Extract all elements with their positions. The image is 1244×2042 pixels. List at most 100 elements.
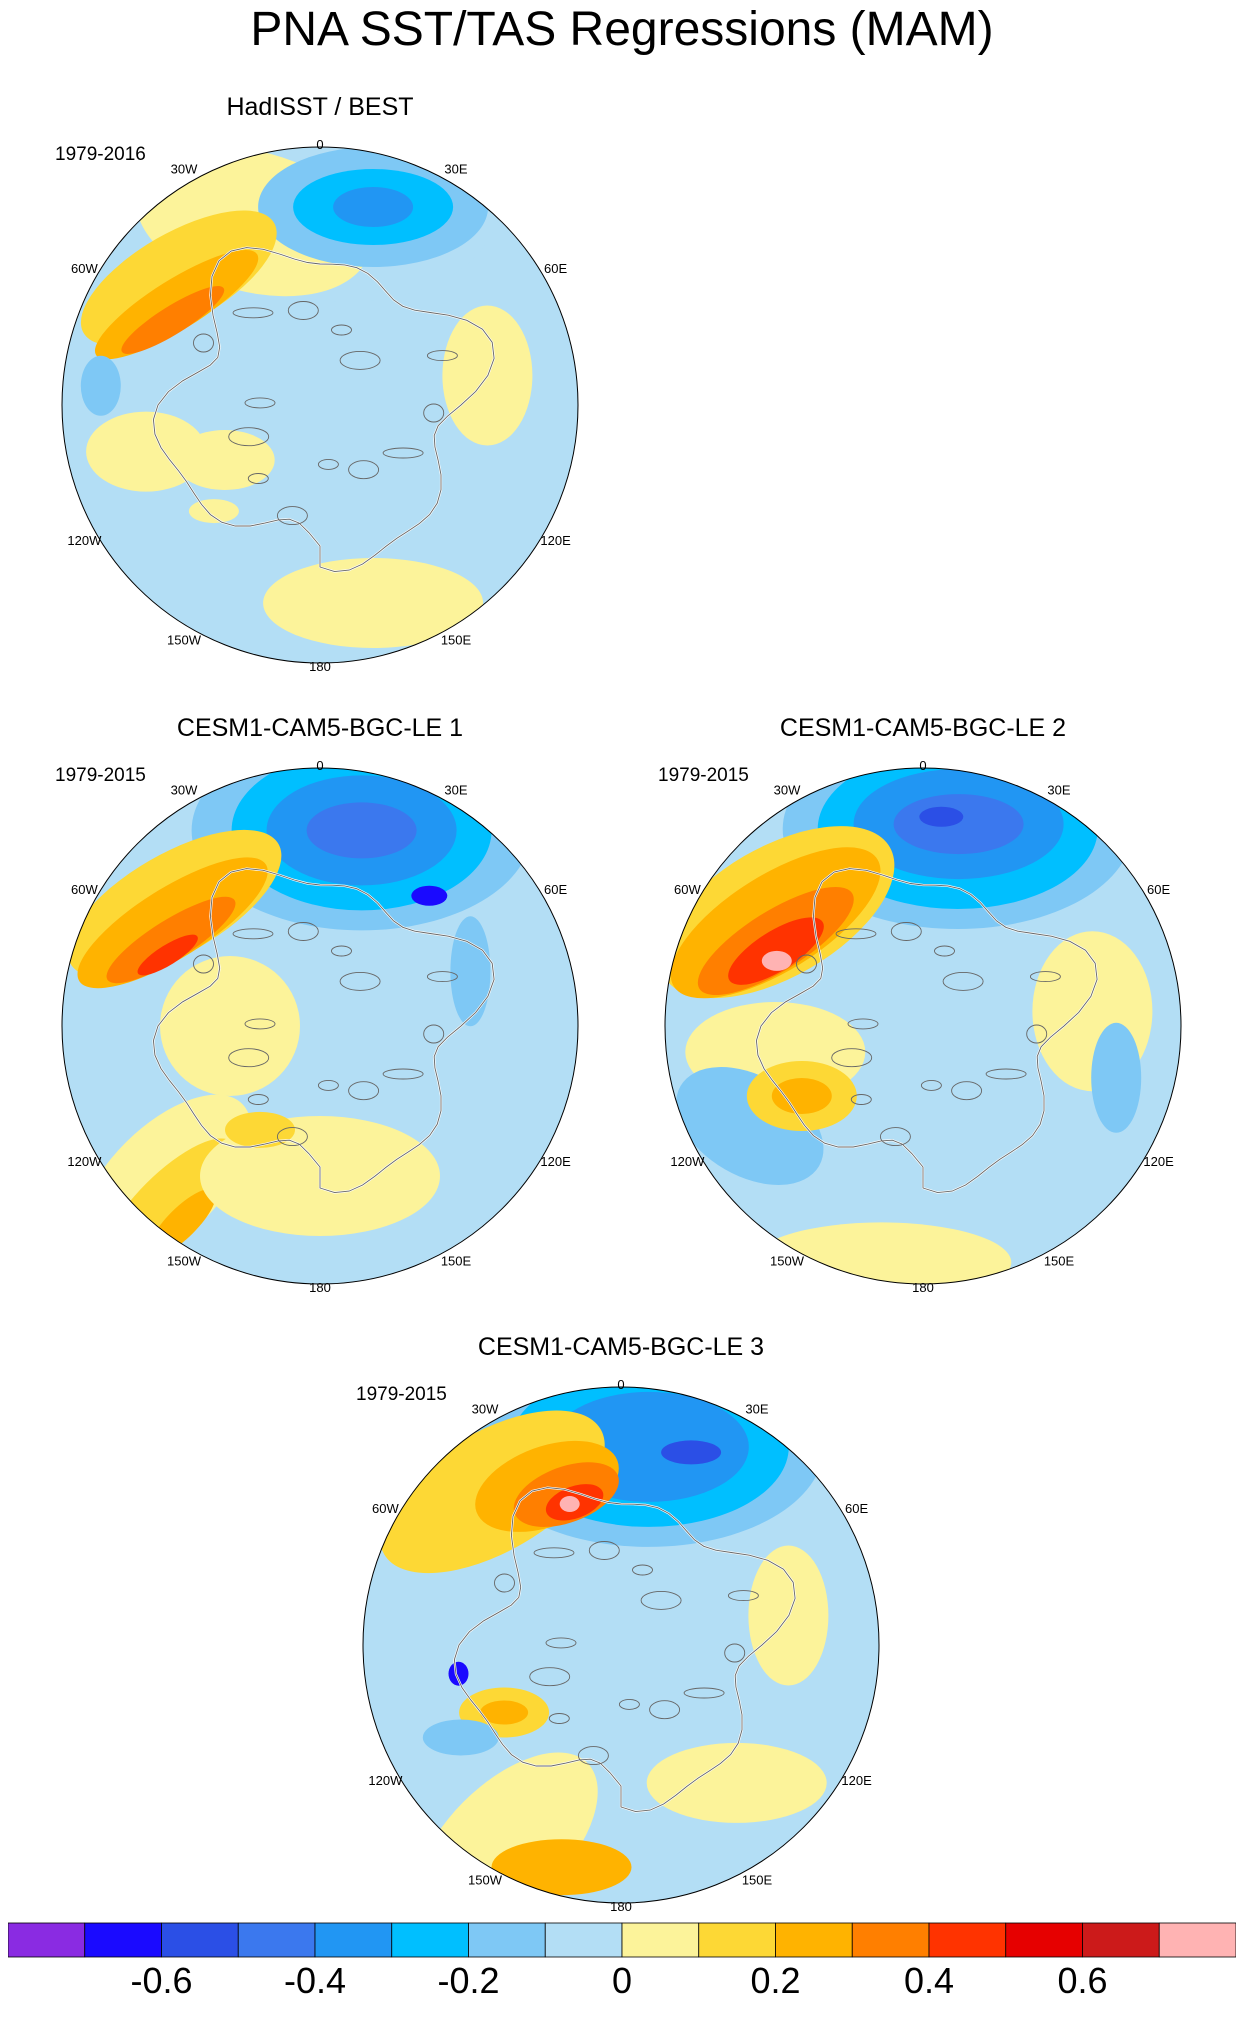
longitude-label: 120E	[540, 533, 571, 548]
island-outline	[339, 971, 381, 991]
island-outline	[244, 1018, 276, 1030]
longitude-label: 150W	[167, 633, 202, 648]
island-outline	[951, 1081, 983, 1101]
longitude-label: 180	[309, 659, 331, 674]
longitude-label: 30W	[774, 782, 801, 797]
colorbar-tick-label: 0.2	[750, 1960, 801, 2001]
anomaly-region	[422, 1719, 499, 1756]
longitude-label: 120E	[540, 1154, 571, 1169]
panel-period: 1979-2015	[55, 765, 146, 786]
panel-period: 1979-2015	[356, 1384, 447, 1405]
island-outline	[1026, 1024, 1048, 1044]
longitude-label: 120W	[670, 1154, 705, 1169]
longitude-label: 30E	[444, 161, 467, 176]
colorbar-swatch	[928, 1922, 1007, 1958]
longitude-label: 150E	[742, 1873, 773, 1888]
island-outline	[724, 1643, 746, 1663]
map-boundary	[362, 1386, 880, 1904]
island-outline	[423, 1024, 445, 1044]
map-panel-cesm-3: CESM1-CAM5-BGC-LE 3 1979-2015 180 150E 120…	[356, 1332, 886, 1932]
longitude-label: 0	[919, 758, 926, 773]
island-outline	[317, 1079, 339, 1091]
island-outline	[920, 1079, 942, 1091]
colorbar-swatch	[391, 1922, 469, 1958]
longitude-label: 0	[316, 137, 323, 152]
longitude-label: 60E	[1147, 882, 1170, 897]
anomaly-field	[62, 768, 578, 1284]
island-outline	[529, 1667, 571, 1687]
island-outline	[426, 350, 458, 362]
island-outline	[879, 1127, 911, 1147]
colorbar-tick-label: -0.6	[130, 1960, 193, 2001]
island-outline	[850, 1094, 872, 1105]
island-outline	[934, 945, 955, 957]
island-outline	[331, 945, 352, 957]
island-outline	[247, 473, 269, 484]
longitude-label: 30E	[745, 1401, 768, 1416]
colorbar-tick-labels: -0.6 -0.4 -0.2 0 0.2 0.4 0.6	[0, 1960, 1244, 2010]
longitude-label: 180	[912, 1280, 934, 1295]
colorbar-tick-label: 0.4	[903, 1960, 955, 2001]
longitude-label: 30E	[1047, 782, 1070, 797]
island-outline	[632, 1564, 653, 1576]
island-outline	[577, 1746, 609, 1766]
island-outline	[831, 1048, 873, 1068]
polar-map: 180150E120E90E60E30E030W60W90W120W150W	[362, 1377, 880, 1914]
island-outline	[232, 928, 274, 940]
colorbar-swatch	[8, 1922, 86, 1958]
map-panel-cesm-2: CESM1-CAM5-BGC-LE 2 1979-2015 180 150E 120…	[658, 713, 1188, 1313]
longitude-label: 150E	[441, 633, 472, 648]
anomaly-region	[80, 355, 121, 416]
colorbar-swatch	[468, 1922, 546, 1958]
island-outline	[588, 1541, 620, 1560]
anomaly-region	[480, 1700, 529, 1725]
island-outline	[193, 954, 214, 974]
longitude-label: 60W	[71, 261, 98, 276]
island-outline	[618, 1698, 640, 1710]
longitude-label: 120W	[368, 1773, 403, 1788]
longitude-label: 0	[316, 758, 323, 773]
colorbar-tick-label: 0	[611, 1960, 633, 2001]
map-panel-hadisst: HadISST / BEST 1979-2016 180150E120E90E6…	[55, 92, 585, 692]
polar-map: 180150E120E90E60E30E030W60W90W120W150W	[61, 758, 579, 1295]
coastline	[755, 868, 1098, 1194]
island-outline	[348, 1081, 380, 1101]
island-outline	[649, 1700, 681, 1720]
colorbar-swatch	[544, 1922, 623, 1958]
island-outline	[276, 506, 308, 526]
island-outline	[683, 1687, 725, 1699]
longitude-label: 120E	[841, 1773, 872, 1788]
island-outline	[942, 971, 984, 991]
coastline	[453, 1487, 796, 1813]
island-outline	[339, 350, 381, 370]
island-outline	[287, 922, 319, 941]
colorbar-swatch	[161, 1922, 239, 1958]
island-outline	[228, 427, 270, 447]
anomaly-region	[661, 1440, 722, 1465]
longitude-label: 60E	[544, 882, 567, 897]
longitude-label: 150W	[770, 1254, 805, 1269]
longitude-label: 30E	[444, 782, 467, 797]
colorbar-swatch	[237, 1922, 316, 1958]
panel-period: 1979-2016	[55, 144, 146, 165]
island-outline	[494, 1573, 515, 1593]
colorbar-swatch	[698, 1922, 776, 1958]
island-outline	[276, 1127, 308, 1147]
island-outline	[1029, 971, 1061, 983]
island-outline	[727, 1590, 759, 1602]
anomaly-region	[411, 885, 448, 906]
anomaly-region	[225, 1111, 295, 1148]
anomaly-region	[263, 558, 484, 648]
longitude-label: 150W	[468, 1873, 503, 1888]
colorbar-swatch	[621, 1922, 700, 1958]
anomaly-region	[188, 499, 239, 524]
island-outline	[348, 460, 380, 480]
panel-period: 1979-2015	[658, 765, 749, 786]
colorbar-swatch	[851, 1922, 930, 1958]
island-outline	[426, 971, 458, 983]
anomaly-region	[137, 934, 198, 976]
map-panel-cesm-1: CESM1-CAM5-BGC-LE 1 1979-2015 180 150E 120…	[55, 713, 585, 1313]
island-outline	[548, 1713, 570, 1724]
polar-map: 180150E120E90E60E30E030W60W90W120W150W	[61, 137, 579, 674]
longitude-label: 150E	[1044, 1254, 1075, 1269]
